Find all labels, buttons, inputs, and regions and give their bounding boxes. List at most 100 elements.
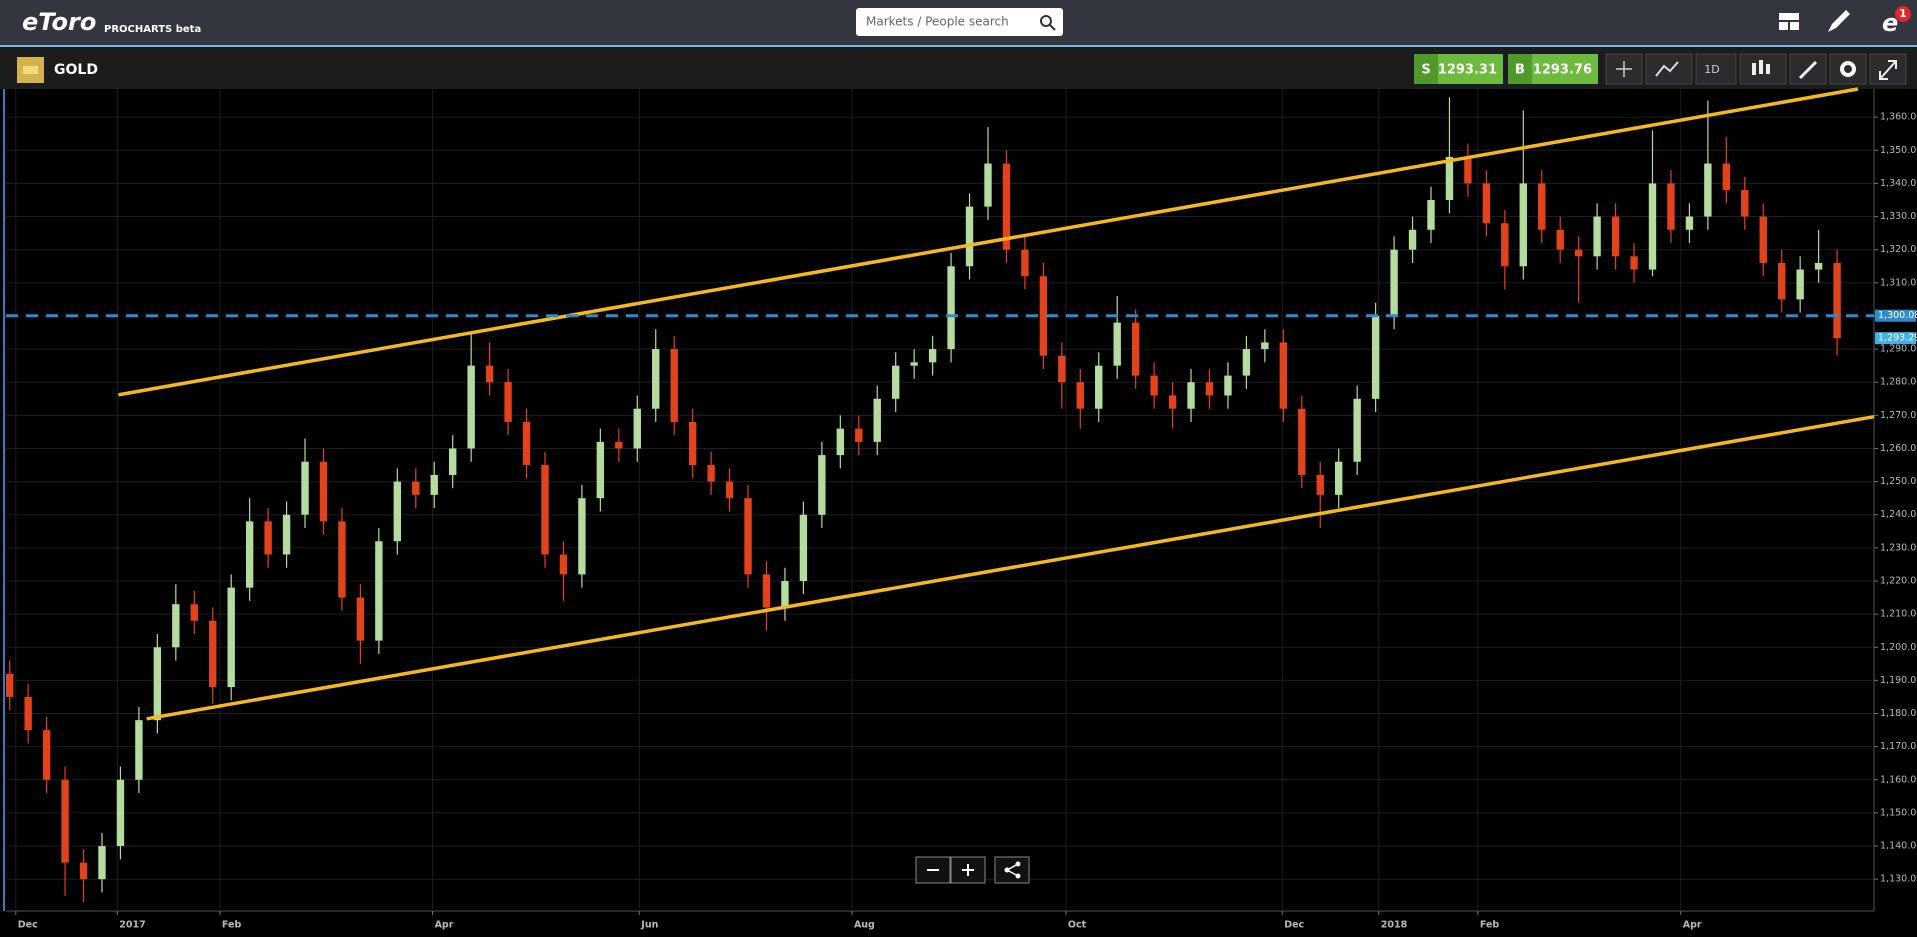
search-box[interactable]: [856, 8, 1063, 36]
settings-button[interactable]: [1829, 53, 1867, 85]
candle-body: [1833, 262, 1841, 339]
y-tick-label: 1,130.00: [1880, 874, 1917, 885]
candle-body: [688, 421, 697, 466]
candle-body: [338, 521, 346, 598]
candle-body: [1113, 322, 1121, 366]
notification-badge[interactable]: [1895, 6, 1911, 22]
candle-body: [762, 574, 771, 608]
candle-body: [1778, 262, 1786, 300]
candle-body: [24, 696, 32, 731]
candle-body: [541, 465, 549, 555]
candle-body: [504, 382, 512, 422]
candles: [6, 97, 1841, 903]
candle-body: [947, 266, 955, 350]
candle-body: [449, 448, 457, 475]
candle-body: [1445, 156, 1454, 200]
candle-body: [1187, 382, 1195, 409]
candle-body: [873, 398, 881, 442]
candle-body: [633, 408, 641, 449]
y-tick-label: 1,240.00: [1880, 509, 1917, 520]
candle-body: [1131, 322, 1140, 376]
avatar[interactable]: e: [1882, 9, 1898, 37]
candle-body: [578, 498, 586, 575]
x-tick-label: Dec: [1284, 920, 1304, 931]
y-tick-label: 1,180.00: [1880, 708, 1917, 719]
zoom-controls: [915, 856, 1030, 884]
interval-button[interactable]: [1695, 53, 1737, 85]
candle-body: [1611, 216, 1620, 257]
candle-body: [984, 163, 992, 207]
search-icon[interactable]: [1040, 15, 1052, 27]
candle-body: [1168, 395, 1177, 409]
candle-body: [1722, 163, 1731, 191]
y-tick-label: 1,270.00: [1880, 410, 1917, 421]
layout-icon[interactable]: [1779, 13, 1799, 30]
price-label: 1,300.08: [1878, 310, 1917, 321]
candle-body: [375, 541, 383, 641]
candle-body: [910, 362, 918, 366]
candle-body: [412, 481, 420, 495]
buy-button: [1508, 54, 1532, 84]
candle-body: [965, 206, 974, 267]
candle-body: [135, 720, 143, 780]
candle-body: [1796, 269, 1804, 300]
candle-body: [615, 441, 623, 449]
search-placeholder: Markets / People search: [866, 15, 1009, 29]
candle-body: [855, 428, 863, 442]
product-name: PROCHARTS beta: [104, 24, 201, 35]
candle-body: [393, 481, 402, 542]
candle-body: [1242, 349, 1251, 376]
candle-body: [1759, 216, 1767, 263]
logo[interactable]: eToro: [22, 8, 96, 36]
candle-body: [245, 521, 254, 588]
candle-body: [190, 604, 198, 621]
candle-body: [209, 620, 217, 688]
y-tick-label: 1,280.00: [1880, 377, 1917, 388]
edit-icon[interactable]: [1828, 10, 1850, 32]
share-icon: [1015, 873, 1021, 879]
candle-body: [1704, 163, 1712, 217]
y-tick-label: 1,310.00: [1880, 277, 1917, 288]
candle-body: [1224, 375, 1232, 396]
candle-body: [1667, 183, 1675, 230]
x-tick-label: Feb: [1480, 920, 1500, 931]
candle-body: [116, 779, 125, 847]
candle-body: [1353, 398, 1361, 462]
x-tick-label: Dec: [18, 920, 38, 931]
crosshair-button[interactable]: [1605, 53, 1643, 85]
y-tick-label: 1,340.00: [1880, 178, 1917, 189]
zoom-in-icon: [962, 864, 974, 876]
x-tick-label: Apr: [435, 920, 454, 931]
candle-body: [61, 779, 69, 863]
search-icon: [1049, 24, 1056, 31]
candle-body: [652, 349, 660, 409]
candle-body: [1335, 461, 1343, 495]
top-bar-border: [0, 45, 1917, 47]
x-tick-label: Oct: [1068, 920, 1087, 931]
y-tick-label: 1,330.00: [1880, 211, 1917, 222]
candle-body: [596, 441, 605, 499]
candle-body: [1058, 355, 1066, 383]
candle-body: [467, 365, 475, 449]
y-tick-label: 1,360.00: [1880, 112, 1917, 123]
y-tick-label: 1,160.00: [1880, 774, 1917, 785]
candle-body: [1556, 229, 1564, 250]
candle-body: [282, 514, 291, 555]
candle-icon: [1752, 60, 1770, 75]
candle-body: [1574, 249, 1583, 257]
candle-body: [1519, 183, 1527, 267]
candle-body: [744, 498, 752, 575]
price-label: 1,293.29: [1878, 333, 1917, 344]
candle-body: [1021, 249, 1029, 277]
x-tick-label: Apr: [1683, 920, 1702, 931]
y-tick-label: 1,200.00: [1880, 642, 1917, 653]
draw-icon: [1798, 60, 1818, 80]
candle-body: [1371, 315, 1380, 399]
share-icon: [1015, 861, 1021, 867]
candle-body: [1482, 183, 1491, 224]
candle-body: [264, 521, 272, 555]
sell-button: [1414, 54, 1438, 84]
settings-icon: [1840, 61, 1856, 77]
share-button[interactable]: [994, 856, 1030, 884]
